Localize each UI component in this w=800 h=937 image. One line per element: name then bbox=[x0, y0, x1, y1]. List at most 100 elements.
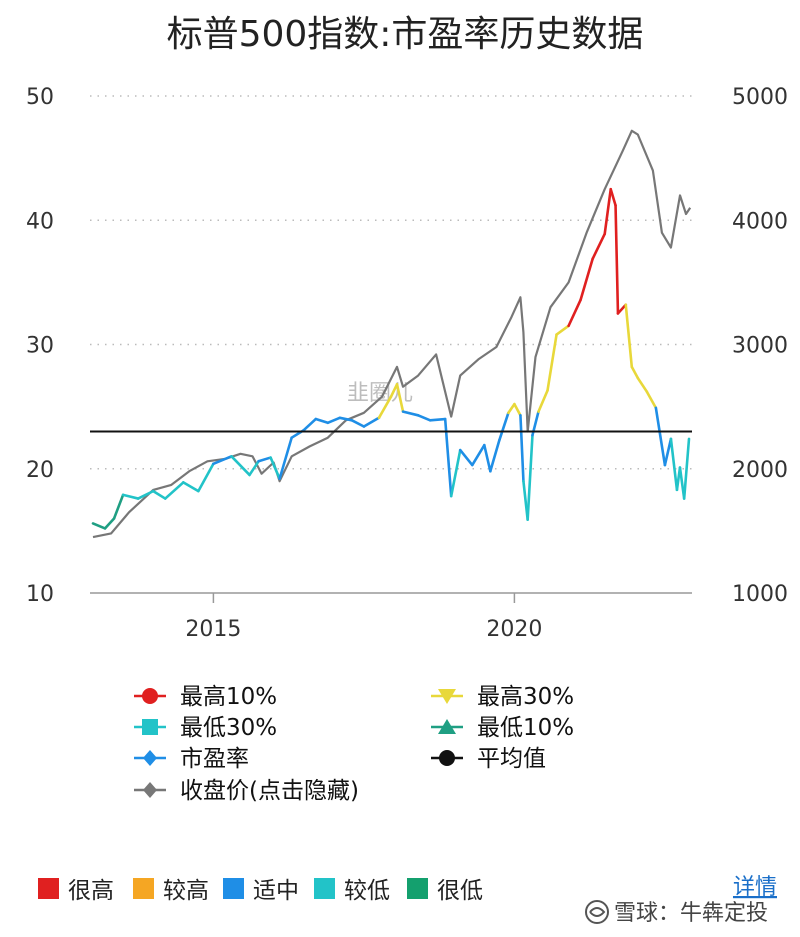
pe-segment[interactable] bbox=[121, 493, 140, 500]
pe-segment[interactable] bbox=[112, 493, 125, 520]
zone-item: 适中 bbox=[223, 878, 299, 904]
pe-segment[interactable] bbox=[377, 395, 393, 420]
legend-item[interactable]: 市盈率 bbox=[134, 746, 249, 772]
pe-segment[interactable] bbox=[614, 204, 620, 315]
zone-swatch bbox=[133, 878, 154, 899]
pe-segment[interactable] bbox=[507, 402, 516, 415]
x-axis: 2015 2020 bbox=[185, 593, 542, 642]
pe-segment[interactable] bbox=[449, 448, 462, 498]
legend-label: 收盘价(点击隐藏) bbox=[180, 778, 359, 804]
pe-segment[interactable] bbox=[151, 489, 167, 500]
pe-segment[interactable] bbox=[389, 382, 399, 398]
pe-segment[interactable] bbox=[197, 462, 215, 493]
pe-segment[interactable] bbox=[663, 437, 673, 467]
legend-item[interactable]: 最高30% bbox=[431, 684, 574, 710]
y-right-tick-label: 2000 bbox=[732, 458, 788, 483]
pe-segment[interactable] bbox=[645, 390, 658, 410]
zone-item: 较高 bbox=[133, 878, 209, 904]
pe-segment[interactable] bbox=[498, 411, 510, 442]
pe-segment[interactable] bbox=[630, 365, 640, 380]
y-left-tick-label: 10 bbox=[26, 582, 54, 607]
pe-segment[interactable] bbox=[483, 443, 492, 473]
zone-swatch bbox=[38, 878, 59, 899]
pe-segment[interactable] bbox=[513, 402, 522, 417]
legend-item[interactable]: 最高10% bbox=[134, 684, 277, 710]
zone-item: 很高 bbox=[38, 878, 114, 904]
zone-item: 较低 bbox=[314, 878, 390, 904]
details-link[interactable]: 详情 bbox=[733, 875, 777, 900]
close-price-line[interactable] bbox=[92, 129, 692, 539]
y-left-tick-label: 20 bbox=[26, 458, 54, 483]
pe-segment[interactable] bbox=[654, 406, 667, 467]
y-left-tick-label: 40 bbox=[26, 209, 54, 234]
pe-segment[interactable] bbox=[546, 333, 558, 392]
legend-item[interactable]: 最低10% bbox=[431, 715, 574, 741]
pe-segment[interactable] bbox=[248, 459, 260, 477]
zone-label: 较低 bbox=[344, 878, 390, 904]
pe-segment[interactable] bbox=[212, 455, 233, 466]
pe-segment[interactable] bbox=[269, 456, 281, 480]
legend-item[interactable]: 收盘价(点击隐藏) bbox=[134, 778, 359, 804]
pe-segment[interactable] bbox=[636, 376, 649, 394]
zone-label: 较高 bbox=[163, 878, 209, 904]
pe-segment[interactable] bbox=[489, 438, 501, 473]
pe-segment[interactable] bbox=[314, 417, 330, 425]
grid-lines bbox=[90, 95, 692, 594]
pe-segment[interactable] bbox=[103, 517, 116, 530]
pe-segment[interactable] bbox=[401, 410, 420, 417]
pe-segment[interactable] bbox=[624, 303, 634, 369]
y-left-axis: 50 40 30 20 10 bbox=[26, 85, 54, 607]
pe-segment[interactable] bbox=[470, 443, 486, 467]
pe-segment[interactable] bbox=[458, 448, 474, 467]
pe-segment[interactable] bbox=[428, 417, 447, 422]
legend-label: 最低30% bbox=[180, 715, 277, 741]
pe-segment[interactable] bbox=[302, 417, 318, 432]
diamond-marker-icon bbox=[143, 782, 157, 798]
snowball-logo-mark bbox=[589, 907, 606, 917]
series-close-price[interactable] bbox=[92, 129, 692, 539]
zone-item: 很低 bbox=[407, 878, 483, 904]
pe-segment[interactable] bbox=[182, 481, 200, 493]
zone-label: 很低 bbox=[437, 878, 483, 904]
pe-segment[interactable] bbox=[526, 433, 534, 521]
legend-item[interactable]: 最低30% bbox=[134, 715, 277, 741]
pe-segment[interactable] bbox=[555, 324, 570, 336]
diamond-marker-icon bbox=[143, 750, 157, 766]
series-pe-ratio[interactable] bbox=[91, 187, 691, 530]
pe-segment[interactable] bbox=[350, 418, 366, 428]
pe-segment[interactable] bbox=[579, 257, 594, 302]
pe-segment[interactable] bbox=[669, 437, 679, 492]
pe-segment[interactable] bbox=[338, 416, 354, 422]
zone-swatch bbox=[314, 878, 335, 899]
pe-segment[interactable] bbox=[416, 414, 432, 422]
pe-segment[interactable] bbox=[682, 437, 691, 500]
pe-segment[interactable] bbox=[91, 522, 107, 530]
pe-segment[interactable] bbox=[362, 416, 381, 428]
pe-segment[interactable] bbox=[591, 232, 607, 261]
pe-segment[interactable] bbox=[609, 187, 617, 207]
pe-segment[interactable] bbox=[136, 489, 155, 500]
pe-segment[interactable] bbox=[603, 187, 613, 236]
triangle-up-marker-icon bbox=[438, 719, 456, 734]
y-right-tick-label: 4000 bbox=[732, 209, 788, 234]
y-left-tick-label: 50 bbox=[26, 85, 54, 110]
pe-segment[interactable] bbox=[257, 456, 272, 463]
pe-segment[interactable] bbox=[278, 436, 293, 480]
zone-swatch bbox=[407, 878, 428, 899]
pe-segment[interactable] bbox=[567, 298, 582, 328]
pe-segment[interactable] bbox=[230, 455, 251, 477]
legend-label: 最高10% bbox=[180, 684, 277, 710]
pe-segment[interactable] bbox=[326, 416, 342, 425]
legend-item[interactable]: 平均值 bbox=[431, 746, 546, 772]
y-right-axis: 5000 4000 3000 2000 1000 bbox=[732, 85, 788, 607]
pe-segment[interactable] bbox=[163, 481, 185, 500]
y-right-tick-label: 3000 bbox=[732, 334, 788, 359]
x-tick-label: 2020 bbox=[486, 617, 542, 642]
pe-segment[interactable] bbox=[395, 382, 405, 413]
legend-label: 市盈率 bbox=[180, 746, 249, 772]
pe-segment[interactable] bbox=[616, 303, 628, 315]
pe-segment[interactable] bbox=[519, 414, 525, 483]
pe-segment[interactable] bbox=[537, 389, 549, 413]
